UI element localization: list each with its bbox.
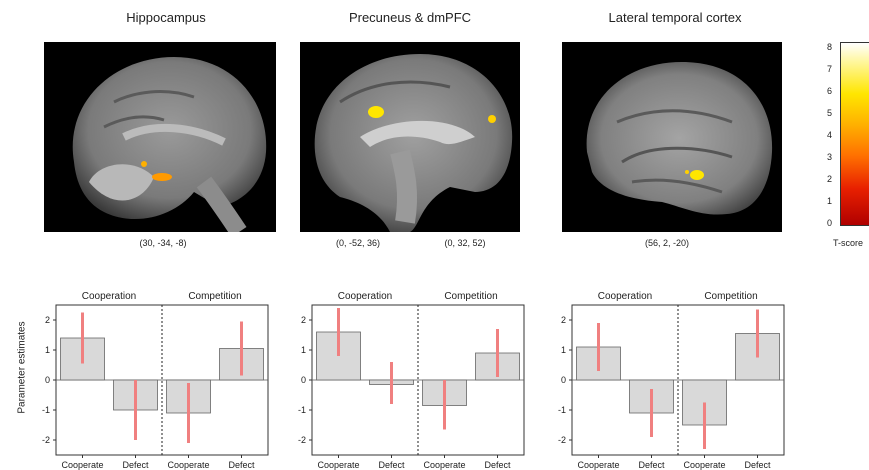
colorbar-tick: 7 bbox=[827, 64, 833, 74]
colorbar-tick: 4 bbox=[827, 130, 833, 140]
x-tick-label: Defect bbox=[744, 460, 771, 470]
colorbar-tick: 1 bbox=[827, 196, 833, 206]
group-label: Cooperation bbox=[598, 291, 652, 302]
x-tick-label: Cooperate bbox=[423, 460, 465, 470]
group-label: Cooperation bbox=[338, 291, 392, 302]
x-tick-label: Defect bbox=[484, 460, 511, 470]
colorbar-tick: 5 bbox=[827, 108, 833, 118]
tscore-label: T-score bbox=[833, 238, 864, 248]
coord-dmpfc: (0, 32, 52) bbox=[444, 238, 486, 248]
x-tick-label: Cooperate bbox=[683, 460, 725, 470]
colorbar-tick: 0 bbox=[827, 218, 833, 228]
group-label: Competition bbox=[188, 291, 241, 302]
y-tick-label: -2 bbox=[298, 435, 306, 445]
x-tick-label: Defect bbox=[228, 460, 255, 470]
y-tick-label: 1 bbox=[301, 345, 306, 355]
x-tick-label: Cooperate bbox=[61, 460, 103, 470]
region-title-3: Lateral temporal cortex bbox=[608, 10, 742, 25]
x-tick-label: Defect bbox=[638, 460, 665, 470]
y-axis-label: Parameter estimates bbox=[16, 321, 28, 414]
x-tick-label: Cooperate bbox=[167, 460, 209, 470]
region-title-1: Hippocampus bbox=[126, 10, 206, 25]
brain-image-hippocampus bbox=[44, 42, 276, 232]
y-tick-label: 0 bbox=[45, 375, 50, 385]
colorbar-tick: 2 bbox=[827, 174, 833, 184]
group-label: Competition bbox=[704, 291, 757, 302]
y-tick-label: 0 bbox=[561, 375, 566, 385]
region-title-2: Precuneus & dmPFC bbox=[348, 10, 472, 25]
y-tick-label: -1 bbox=[558, 405, 566, 415]
y-tick-label: 2 bbox=[561, 315, 566, 325]
x-tick-label: Defect bbox=[378, 460, 405, 470]
y-tick-label: -1 bbox=[298, 405, 306, 415]
group-label: Competition bbox=[444, 291, 497, 302]
x-tick-label: Defect bbox=[122, 460, 149, 470]
y-tick-label: 1 bbox=[561, 345, 566, 355]
colorbar-tick: 8 bbox=[827, 42, 833, 52]
y-tick-label: 2 bbox=[45, 315, 50, 325]
chart-precuneus-dmpfc: 2 1 0 -1 -2 Cooperation Competition Cooperate De… bbox=[290, 285, 530, 470]
group-label: Cooperation bbox=[82, 291, 136, 302]
chart-lateral-temporal: 2 1 0 -1 -2 Cooperation Competition Cooperate De… bbox=[550, 285, 790, 470]
y-tick-label: -2 bbox=[42, 435, 50, 445]
coord-lateral-temporal: (56, 2, -20) bbox=[644, 238, 690, 248]
coord-precuneus: (0, -52, 36) bbox=[335, 238, 381, 248]
tscore-colorbar bbox=[840, 42, 869, 226]
y-tick-label: 1 bbox=[45, 345, 50, 355]
colorbar-tick: 3 bbox=[827, 152, 833, 162]
y-tick-label: -1 bbox=[42, 405, 50, 415]
brain-image-precuneus-dmpfc bbox=[300, 42, 520, 232]
chart-hippocampus: 2 1 0 -1 -2 Cooperation Competition Cooperate De… bbox=[34, 285, 274, 470]
colorbar-tick: 6 bbox=[827, 86, 833, 96]
x-tick-label: Cooperate bbox=[577, 460, 619, 470]
coord-hippocampus: (30, -34, -8) bbox=[139, 238, 187, 248]
y-tick-label: -2 bbox=[558, 435, 566, 445]
brain-image-lateral-temporal bbox=[562, 42, 782, 232]
x-tick-label: Cooperate bbox=[317, 460, 359, 470]
y-tick-label: 0 bbox=[301, 375, 306, 385]
y-tick-label: 2 bbox=[301, 315, 306, 325]
